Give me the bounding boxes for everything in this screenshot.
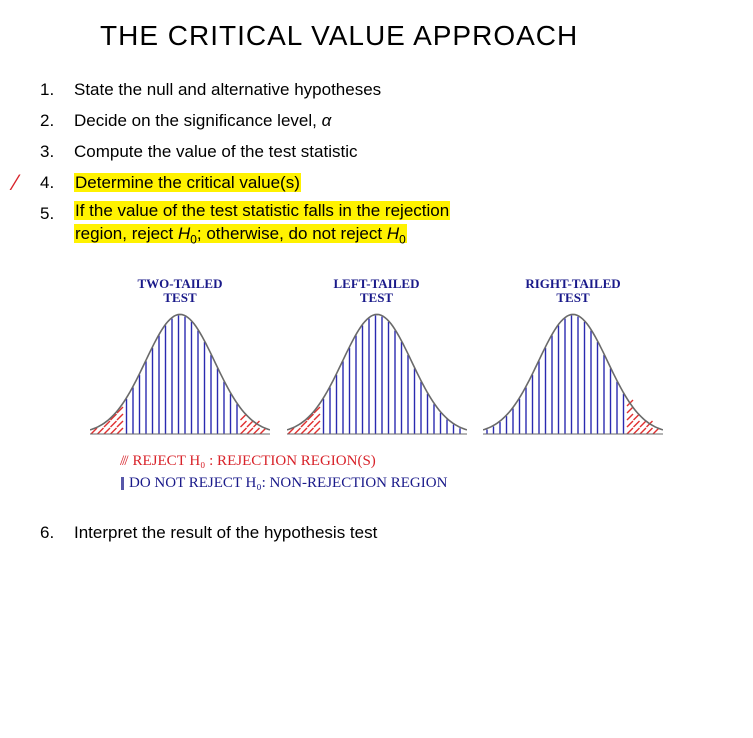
diagram-two-tailed: TWO-TAILED TEST (90, 277, 270, 440)
legend-blue-swatch: ||| (120, 472, 123, 495)
diagram-left-tailed-label: LEFT-TAILED TEST (334, 277, 420, 306)
legend-nonreject: ||| DO NOT REJECT H₀: NON-REJECTION REGIO… (120, 472, 713, 495)
step-6: 6. Interpret the result of the hypothesi… (40, 519, 713, 548)
legend-blue-text: DO NOT REJECT H₀: NON-REJECTION REGION (129, 475, 447, 491)
diagram-left-tailed-svg (287, 310, 467, 440)
diagram-two-tailed-label: TWO-TAILED TEST (138, 277, 223, 306)
step-4-num: 4. (40, 169, 74, 198)
step-5-line2: region, reject H0; otherwise, do not rej… (74, 224, 407, 243)
step-2-pre: Decide on the significance level, (74, 111, 322, 130)
step-4-text: Determine the critical value(s) (74, 169, 713, 198)
legend-reject: /// REJECT H₀ : REJECTION REGION(S) (120, 450, 713, 473)
step-2: 2. Decide on the significance level, α (40, 107, 713, 136)
step-3: 3. Compute the value of the test statist… (40, 138, 713, 167)
diagram-right-tailed-svg (483, 310, 663, 440)
step-2-num: 2. (40, 107, 74, 136)
alpha-symbol: α (322, 111, 332, 130)
step-5-line1: If the value of the test statistic falls… (74, 201, 450, 220)
legend: /// REJECT H₀ : REJECTION REGION(S) ||| DO… (120, 450, 713, 495)
legend-red-text: REJECT H₀ : REJECTION REGION(S) (133, 453, 376, 469)
step-5: 5. If the value of the test statistic fa… (40, 200, 713, 247)
checkmark-icon: ⁄ (14, 164, 18, 201)
step-2-text: Decide on the significance level, α (74, 107, 713, 136)
page-title: THE CRITICAL VALUE APPROACH (100, 20, 713, 52)
diagram-right-tailed-label: RIGHT-TAILED TEST (525, 277, 620, 306)
step-1-text: State the null and alternative hypothese… (74, 76, 713, 105)
diagram-two-tailed-svg (90, 310, 270, 440)
diagram-left-tailed: LEFT-TAILED TEST (287, 277, 467, 440)
step-6-text: Interpret the result of the hypothesis t… (74, 519, 713, 548)
step-4-highlight: Determine the critical value(s) (74, 173, 301, 192)
step-4: 4. Determine the critical value(s) (40, 169, 713, 198)
steps-list: 1. State the null and alternative hypoth… (40, 76, 713, 247)
step-1-num: 1. (40, 76, 74, 105)
legend-red-swatch: /// (120, 450, 127, 473)
step-6-num: 6. (40, 519, 74, 548)
diagram-row: TWO-TAILED TEST LEFT-TAILED TEST RIGHT-T… (90, 277, 663, 440)
diagram-right-tailed: RIGHT-TAILED TEST (483, 277, 663, 440)
step-3-num: 3. (40, 138, 74, 167)
step-3-text: Compute the value of the test statistic (74, 138, 713, 167)
step-5-num: 5. (40, 200, 74, 229)
step-5-text: If the value of the test statistic falls… (74, 200, 713, 247)
step-1: 1. State the null and alternative hypoth… (40, 76, 713, 105)
